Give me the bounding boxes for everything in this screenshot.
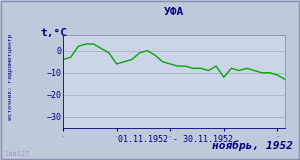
Text: ноябрь, 1952: ноябрь, 1952 <box>212 141 292 151</box>
Text: lab127: lab127 <box>4 151 30 157</box>
Text: источник: гидрометцентр: источник: гидрометцентр <box>8 34 13 120</box>
Text: УФА: УФА <box>164 7 184 17</box>
Text: 01.11.1952 - 30.11.1952: 01.11.1952 - 30.11.1952 <box>118 135 233 144</box>
Text: t,°C: t,°C <box>41 28 68 38</box>
